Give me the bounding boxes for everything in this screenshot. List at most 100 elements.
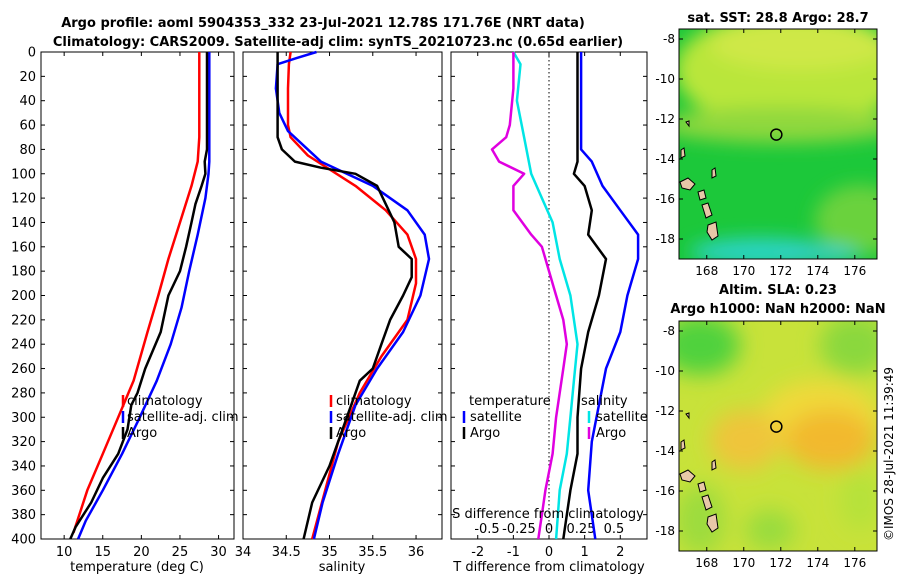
map-x-tick-label: 172: [769, 556, 792, 570]
map-x-tick-label: 176: [843, 556, 866, 570]
map-y-tick-label: -12: [655, 112, 675, 126]
legend-label-temp-argo: Argo: [470, 426, 500, 441]
depth-tick-label: 320: [11, 435, 36, 450]
map-x-tick-label: 170: [732, 556, 755, 570]
x-tick-label: 0: [545, 545, 553, 560]
depth-tick-label: 100: [11, 167, 36, 182]
s-diff-tick-label: 0: [545, 522, 553, 537]
series-line-climatology: [72, 52, 201, 534]
depth-tick-label: 260: [11, 362, 36, 377]
x-tick-label: 1: [580, 545, 588, 560]
map-x-tick-label: 168: [695, 556, 718, 570]
difference-xticks: -2 -1 0 1 2: [451, 51, 647, 560]
map-y-tick-label: -16: [655, 192, 675, 206]
temperature-panel: 0 20 40 60 80 100 120 140 160 180 200 220 240 260 280 3…: [11, 46, 238, 576]
legend-label-sal-argo: Argo: [596, 426, 626, 441]
legend-label-argo: Argo: [336, 426, 366, 441]
depth-tick-label: 400: [11, 533, 36, 548]
series-line-satellite-adj-clim: [76, 52, 211, 540]
legend-label-temp-satellite: satellite: [470, 410, 522, 425]
map-y-tick-label: -14: [655, 152, 675, 166]
depth-tick-label: 120: [11, 192, 36, 207]
salinity-xticks: 34 34.5 35 35.5 36: [235, 51, 442, 560]
series-line-argo: [276, 52, 413, 540]
temperature-xlabel: temperature (deg C): [70, 560, 204, 575]
sla-map-panel: Altim. SLA: 0.23 Argo h1000: NaN h2000: …: [655, 283, 885, 570]
map-y-tick-label: -12: [655, 404, 675, 418]
s-diff-tick-label: 0.5: [604, 522, 625, 537]
sla-coastline: [679, 412, 719, 533]
x-tick-label: 10: [56, 545, 73, 560]
sla-field: [679, 321, 877, 551]
legend-label-climatology: climatology: [127, 394, 203, 409]
depth-ticks: 0 20 40 60 80 100 120 140 160 180 200 220 240 260 280 3…: [11, 46, 36, 548]
depth-tick-label: 0: [28, 46, 36, 61]
series-line-argo: [69, 52, 209, 540]
sst-coastline: [679, 120, 719, 241]
x-tick-label: 35.5: [358, 545, 387, 560]
depth-tick-label: 360: [11, 484, 36, 499]
sla-map-ticks: 168 170 172 174 176 -8 -10 -12 -14 -16 -18: [655, 321, 877, 570]
x-tick-label: -2: [471, 545, 484, 560]
sla-map-subtitle: Argo h1000: NaN h2000: NaN: [670, 302, 885, 317]
depth-tick-label: 200: [11, 289, 36, 304]
map-y-tick-label: -10: [655, 364, 675, 378]
x-tick-label: 30: [210, 545, 227, 560]
legend-label-sal-satellite: satellite: [596, 410, 648, 425]
map-x-tick-label: 174: [806, 264, 829, 278]
series-line-climatology: [286, 51, 418, 540]
series-line-salinity-satellite: [512, 51, 579, 540]
depth-tick-label: 140: [11, 216, 36, 231]
x-tick-label: 34.5: [272, 545, 301, 560]
depth-tick-label: 180: [11, 265, 36, 280]
depth-tick-label: 60: [19, 119, 36, 134]
argo-location-marker: [770, 420, 783, 433]
temperature-legend: climatology satellite-adj. clim Argo: [121, 394, 239, 441]
s-diff-tick-label: 0.25: [567, 522, 596, 537]
salinity-difference-ticks: -0.5 -0.25 0 0.25 0.5: [474, 522, 624, 537]
legend-label-argo: Argo: [127, 426, 157, 441]
series-line-temperature-satellite: [579, 52, 640, 540]
depth-tick-label: 280: [11, 386, 36, 401]
depth-tick-label: 240: [11, 338, 36, 353]
depth-tick-label: 80: [19, 143, 36, 158]
s-diff-tick-label: -0.5: [474, 522, 499, 537]
series-line-satellite-adj-clim: [274, 50, 431, 540]
salinity-panel: 34 34.5 35 35.5 36 salinity climatology sate…: [235, 50, 448, 575]
map-x-tick-label: 168: [695, 264, 718, 278]
salinity-legend: climatology satellite-adj. clim Argo: [329, 394, 448, 441]
legend-label-satellite: satellite-adj. clim: [336, 410, 448, 425]
series-line-temperature-argo: [562, 52, 608, 540]
salinity-difference-label: S difference from climatology: [452, 507, 644, 522]
depth-tick-label: 220: [11, 313, 36, 328]
depth-tick-label: 20: [19, 70, 36, 85]
x-tick-label: 20: [133, 545, 150, 560]
salinity-lines: [274, 50, 431, 540]
figure-title-line2: Climatology: CARS2009. Satellite-adj cli…: [53, 35, 623, 50]
map-y-tick-label: -10: [655, 72, 675, 86]
figure-title-line1: Argo profile: aoml 5904353_332 23-Jul-20…: [61, 16, 585, 31]
timestamp: ©IMOS 28-Jul-2021 11:39:49: [882, 367, 896, 541]
depth-tick-label: 380: [11, 508, 36, 523]
depth-tick-label: 300: [11, 411, 36, 426]
series-line-salinity-argo: [490, 52, 569, 540]
sst-map-title: sat. SST: 28.8 Argo: 28.7: [687, 11, 868, 26]
depth-tick-label: 40: [19, 94, 36, 109]
x-tick-label: 34: [235, 545, 252, 560]
map-y-tick-label: -18: [655, 524, 675, 538]
map-y-tick-label: -8: [663, 324, 675, 338]
depth-tick-label: 160: [11, 240, 36, 255]
map-y-tick-label: -16: [655, 484, 675, 498]
salinity-xlabel: salinity: [319, 560, 366, 575]
x-tick-label: 2: [616, 545, 624, 560]
sst-field: [679, 29, 877, 259]
difference-legend: temperature satellite Argo salinity sate…: [462, 394, 648, 441]
map-y-tick-label: -8: [663, 32, 675, 46]
difference-panel: -2 -1 0 1 2 -0.5 -0.25 0 0.25 0.5 T difference f…: [450, 51, 648, 575]
sla-map-title: Altim. SLA: 0.23: [719, 283, 837, 298]
temperature-lines: [69, 52, 211, 540]
map-x-tick-label: 174: [806, 556, 829, 570]
map-x-tick-label: 176: [843, 264, 866, 278]
map-x-tick-label: 170: [732, 264, 755, 278]
x-tick-label: 25: [172, 545, 189, 560]
